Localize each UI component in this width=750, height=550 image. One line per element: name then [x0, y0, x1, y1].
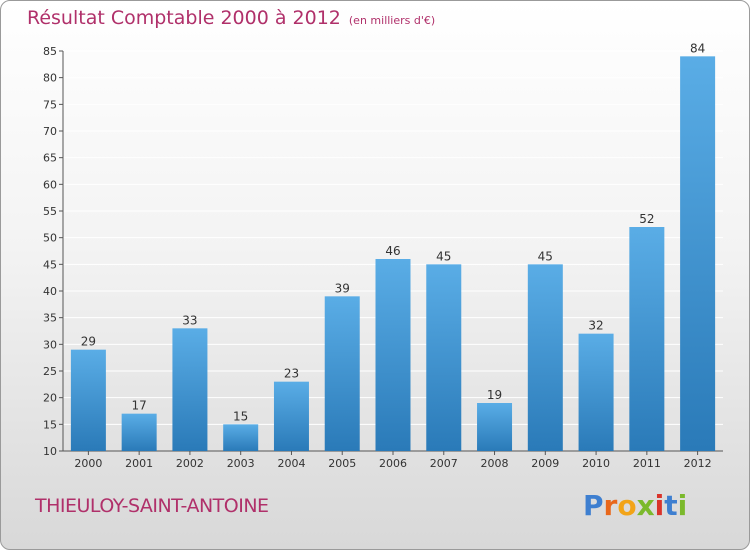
y-tick-label: 80	[43, 72, 57, 85]
value-label-2010: 32	[588, 319, 603, 333]
value-label-2002: 33	[182, 313, 197, 327]
bar-2004	[273, 381, 309, 451]
y-tick-label: 75	[43, 98, 57, 111]
bar-2010	[578, 333, 614, 451]
bar-2008	[477, 403, 513, 451]
y-tick-label: 15	[43, 418, 57, 431]
x-tick-label-2000: 2000	[74, 457, 102, 470]
bar-2001	[121, 413, 157, 451]
y-tick-label: 20	[43, 392, 57, 405]
x-tick-label-2003: 2003	[227, 457, 255, 470]
x-tick-label-2010: 2010	[582, 457, 610, 470]
y-tick-label: 35	[43, 312, 57, 325]
logo-letter: P	[583, 489, 604, 522]
y-tick-label: 85	[43, 45, 57, 58]
y-tick-label: 10	[43, 445, 57, 458]
chart-unit: (en milliers d'€)	[348, 14, 436, 27]
y-tick-label: 25	[43, 365, 57, 378]
proxiti-logo: Proxiti	[583, 489, 687, 522]
y-tick-label: 60	[43, 178, 57, 191]
value-label-2007: 45	[436, 249, 451, 263]
commune-name: THIEULOY-SAINT-ANTOINE	[35, 495, 269, 517]
x-tick-label-2008: 2008	[481, 457, 509, 470]
logo-letter: i	[677, 489, 688, 522]
value-label-2006: 46	[385, 244, 400, 258]
labels: 10 15 20 25 30 35 40 45 50 55 60 65 70 75 80 85 29 2000 17…	[43, 41, 712, 470]
value-label-2001: 17	[132, 399, 147, 413]
logo-letter: t	[664, 489, 678, 522]
x-tick-label-2001: 2001	[125, 457, 153, 470]
value-label-2005: 39	[335, 281, 350, 295]
bar-2007	[426, 264, 462, 451]
y-tick-label: 65	[43, 152, 57, 165]
bars	[70, 56, 716, 451]
value-label-2008: 19	[487, 388, 502, 402]
chart-title: Résultat Comptable 2000 à 2012 (en millie…	[27, 7, 436, 29]
y-tick-label: 50	[43, 232, 57, 245]
value-label-2004: 23	[284, 367, 299, 381]
y-tick-label: 70	[43, 125, 57, 138]
logo-letter: r	[603, 489, 618, 522]
x-tick-label-2002: 2002	[176, 457, 204, 470]
bar-2012	[680, 56, 716, 451]
x-tick-label-2005: 2005	[328, 457, 356, 470]
logo-letter: x	[636, 489, 655, 522]
value-label-2012: 84	[690, 41, 705, 55]
x-tick-label-2012: 2012	[684, 457, 712, 470]
x-tick-label-2009: 2009	[531, 457, 559, 470]
bar-2006	[375, 259, 411, 451]
y-tick-label: 40	[43, 285, 57, 298]
y-tick-label: 45	[43, 258, 57, 271]
y-tick-label: 55	[43, 205, 57, 218]
bar-2000	[70, 349, 106, 451]
logo-letter: o	[617, 489, 637, 522]
x-tick-label-2004: 2004	[277, 457, 305, 470]
bar-2011	[629, 227, 665, 451]
bar-2005	[324, 296, 360, 451]
x-tick-label-2011: 2011	[633, 457, 661, 470]
bar-2003	[223, 424, 259, 451]
x-tick-label-2007: 2007	[430, 457, 458, 470]
y-tick-label: 30	[43, 338, 57, 351]
value-label-2000: 29	[81, 335, 96, 349]
value-label-2003: 15	[233, 409, 248, 423]
value-label-2009: 45	[538, 249, 553, 263]
logo-letter: i	[654, 489, 665, 522]
bar-2009	[527, 264, 563, 451]
x-tick-label-2006: 2006	[379, 457, 407, 470]
bar-2002	[172, 328, 208, 451]
value-label-2011: 52	[639, 212, 654, 226]
